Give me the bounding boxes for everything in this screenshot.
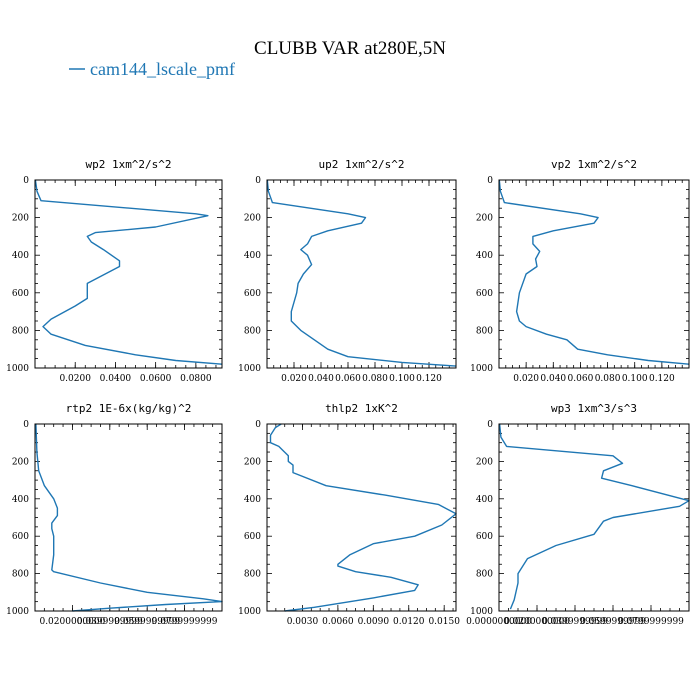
y-tick-label: 800 bbox=[244, 326, 261, 336]
x-tick-label: 0.0600 bbox=[140, 374, 172, 384]
x-tick-label: 0.020 bbox=[281, 374, 307, 384]
y-tick-label: 1000 bbox=[238, 607, 261, 617]
plot-frame bbox=[498, 423, 690, 612]
x-tick-label: 0.080 bbox=[362, 374, 388, 384]
series-line-cam144_lscale_pmf bbox=[498, 423, 690, 610]
x-tick-label: 0.060 bbox=[335, 374, 361, 384]
figure-title: CLUBB VAR at280E,5N bbox=[254, 38, 446, 59]
x-tick-label: 0.020 bbox=[513, 374, 539, 384]
y-tick-label: 600 bbox=[244, 532, 261, 542]
y-tick-label: 600 bbox=[476, 532, 493, 542]
y-tick-label: 800 bbox=[12, 326, 29, 336]
y-tick-label: 600 bbox=[12, 289, 29, 299]
y-tick-label: 200 bbox=[12, 214, 29, 224]
x-tick-label: 0.060 bbox=[568, 374, 594, 384]
y-tick-label: 200 bbox=[244, 457, 261, 467]
series-line-cam144_lscale_pmf bbox=[35, 423, 223, 612]
y-tick-label: 0 bbox=[487, 420, 493, 430]
plot-frame bbox=[266, 423, 457, 612]
x-tick-label: 0.120 bbox=[416, 374, 442, 384]
x-tick-label: 0.0030 bbox=[287, 617, 319, 627]
plot-frame bbox=[498, 179, 690, 369]
x-tick-label: 0.100 bbox=[389, 374, 415, 384]
y-tick-label: 400 bbox=[12, 495, 29, 505]
x-tick-label: 0.0399999999 bbox=[542, 617, 608, 627]
x-tick-label: 0.0150 bbox=[428, 617, 460, 627]
x-tick-label: 0.0599999999 bbox=[114, 617, 180, 627]
subplot-title: rtp2 1E-6x(kg/kg)^2 bbox=[66, 402, 192, 415]
x-tick-label: 0.0200000000 bbox=[504, 617, 570, 627]
y-tick-label: 800 bbox=[244, 570, 261, 580]
y-tick-label: 1000 bbox=[470, 364, 493, 374]
series-line-cam144_lscale_pmf bbox=[34, 179, 223, 365]
y-tick-label: 200 bbox=[476, 214, 493, 224]
subplot-5: thlp2 1xK^2 0 200 400 600 800 1000 0.0030 0.0060… bbox=[238, 402, 460, 627]
y-tick-label: 600 bbox=[476, 289, 493, 299]
x-tick-label: 0.080 bbox=[595, 374, 621, 384]
subplot-title: thlp2 1xK^2 bbox=[325, 402, 398, 415]
x-tick-label: 0.0800 bbox=[180, 374, 212, 384]
y-tick-label: 800 bbox=[476, 326, 493, 336]
y-tick-label: 400 bbox=[476, 251, 493, 261]
legend-label: cam144_lscale_pmf bbox=[90, 59, 235, 79]
x-tick-label: 0.0400 bbox=[100, 374, 132, 384]
plot-frame bbox=[34, 179, 223, 369]
x-tick-label: 0.120 bbox=[649, 374, 675, 384]
y-tick-label: 400 bbox=[12, 251, 29, 261]
x-tick-label: 0.0599999999 bbox=[580, 617, 646, 627]
subplot-3: vp2 1xm^2/s^2 0 200 400 600 800 1000 0.020 0.040… bbox=[470, 158, 690, 384]
y-tick-label: 1000 bbox=[238, 364, 261, 374]
x-tick-label: 0.0090 bbox=[358, 617, 390, 627]
plot-frame bbox=[34, 423, 223, 612]
x-tick-label: 0.100 bbox=[622, 374, 648, 384]
y-tick-label: 0 bbox=[487, 176, 493, 186]
y-tick-label: 800 bbox=[12, 570, 29, 580]
x-tick-label: 0.0200000000 bbox=[39, 617, 105, 627]
x-tick-label: 0.0120 bbox=[393, 617, 425, 627]
series-line-cam144_lscale_pmf bbox=[269, 423, 457, 612]
series-line-cam144_lscale_pmf bbox=[266, 179, 457, 367]
y-tick-label: 200 bbox=[476, 457, 493, 467]
subplot-1: wp2 1xm^2/s^2 0 200 400 600 800 1000 0.0200 0.04… bbox=[6, 158, 223, 384]
plot-frame bbox=[266, 179, 457, 369]
y-tick-label: 400 bbox=[244, 251, 261, 261]
y-tick-label: 1000 bbox=[6, 607, 29, 617]
subplot-title: wp2 1xm^2/s^2 bbox=[85, 158, 171, 171]
subplot-6: wp3 1xm^3/s^3 0 200 400 600 800 10000.00000000… bbox=[466, 402, 690, 627]
x-tick-label: 0.040 bbox=[308, 374, 334, 384]
y-tick-label: 0 bbox=[255, 420, 261, 430]
series-line-cam144_lscale_pmf bbox=[498, 179, 690, 365]
x-tick-label: 0.0200 bbox=[59, 374, 91, 384]
y-tick-label: 0 bbox=[23, 176, 29, 186]
subplot-title: wp3 1xm^3/s^3 bbox=[551, 402, 637, 415]
y-tick-label: 1000 bbox=[6, 364, 29, 374]
subplot-4: rtp2 1E-6x(kg/kg)^2 0 200 400 600 800 1000 0.02… bbox=[6, 402, 223, 627]
subplot-title: up2 1xm^2/s^2 bbox=[318, 158, 404, 171]
x-tick-label: 0.0000000000 bbox=[466, 617, 532, 627]
y-tick-label: 400 bbox=[244, 495, 261, 505]
y-tick-label: 600 bbox=[12, 532, 29, 542]
x-tick-label: 0.0799999999 bbox=[152, 617, 218, 627]
x-tick-label: 0.0799999999 bbox=[618, 617, 684, 627]
y-tick-label: 200 bbox=[12, 457, 29, 467]
x-tick-label: 0.0060 bbox=[322, 617, 354, 627]
x-tick-label: 0.0399999999 bbox=[77, 617, 143, 627]
y-tick-label: 1000 bbox=[470, 607, 493, 617]
y-tick-label: 0 bbox=[23, 420, 29, 430]
y-tick-label: 200 bbox=[244, 214, 261, 224]
x-tick-label: 0.040 bbox=[540, 374, 566, 384]
y-tick-label: 600 bbox=[244, 289, 261, 299]
subplot-title: vp2 1xm^2/s^2 bbox=[551, 158, 637, 171]
subplot-2: up2 1xm^2/s^2 0 200 400 600 800 1000 0.020 0.040… bbox=[238, 158, 457, 384]
y-tick-label: 0 bbox=[255, 176, 261, 186]
y-tick-label: 800 bbox=[476, 570, 493, 580]
y-tick-label: 400 bbox=[476, 495, 493, 505]
